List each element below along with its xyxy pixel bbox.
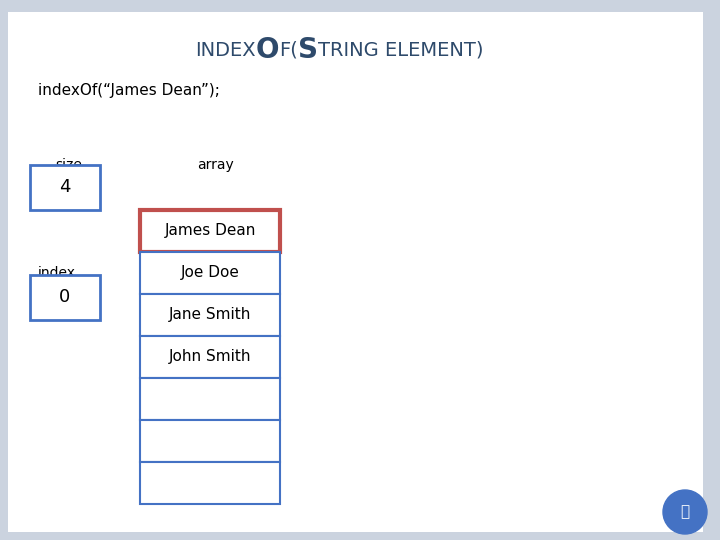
FancyBboxPatch shape bbox=[140, 336, 280, 378]
FancyBboxPatch shape bbox=[140, 378, 280, 420]
Text: array: array bbox=[197, 158, 233, 172]
Text: S: S bbox=[298, 36, 318, 64]
Text: Jane Smith: Jane Smith bbox=[168, 307, 251, 322]
Text: size: size bbox=[55, 158, 82, 172]
FancyBboxPatch shape bbox=[30, 165, 100, 210]
FancyBboxPatch shape bbox=[30, 275, 100, 320]
Text: TRING ELEMENT): TRING ELEMENT) bbox=[318, 40, 483, 59]
Text: James Dean: James Dean bbox=[164, 224, 256, 239]
FancyBboxPatch shape bbox=[140, 294, 280, 336]
Text: indexOf(“James Dean”);: indexOf(“James Dean”); bbox=[38, 83, 220, 98]
Text: index: index bbox=[38, 266, 76, 280]
FancyBboxPatch shape bbox=[140, 210, 280, 252]
Circle shape bbox=[663, 490, 707, 534]
Text: 0: 0 bbox=[59, 288, 71, 307]
FancyBboxPatch shape bbox=[140, 462, 280, 504]
Text: F(: F( bbox=[279, 40, 298, 59]
FancyBboxPatch shape bbox=[140, 252, 280, 294]
FancyBboxPatch shape bbox=[140, 420, 280, 462]
Text: O: O bbox=[256, 36, 279, 64]
Text: 4: 4 bbox=[59, 179, 71, 197]
Text: INDEX: INDEX bbox=[195, 40, 256, 59]
Text: Joe Doe: Joe Doe bbox=[181, 266, 240, 280]
FancyBboxPatch shape bbox=[8, 12, 703, 532]
Text: John Smith: John Smith bbox=[168, 349, 251, 364]
Text: 🔊: 🔊 bbox=[680, 504, 690, 519]
